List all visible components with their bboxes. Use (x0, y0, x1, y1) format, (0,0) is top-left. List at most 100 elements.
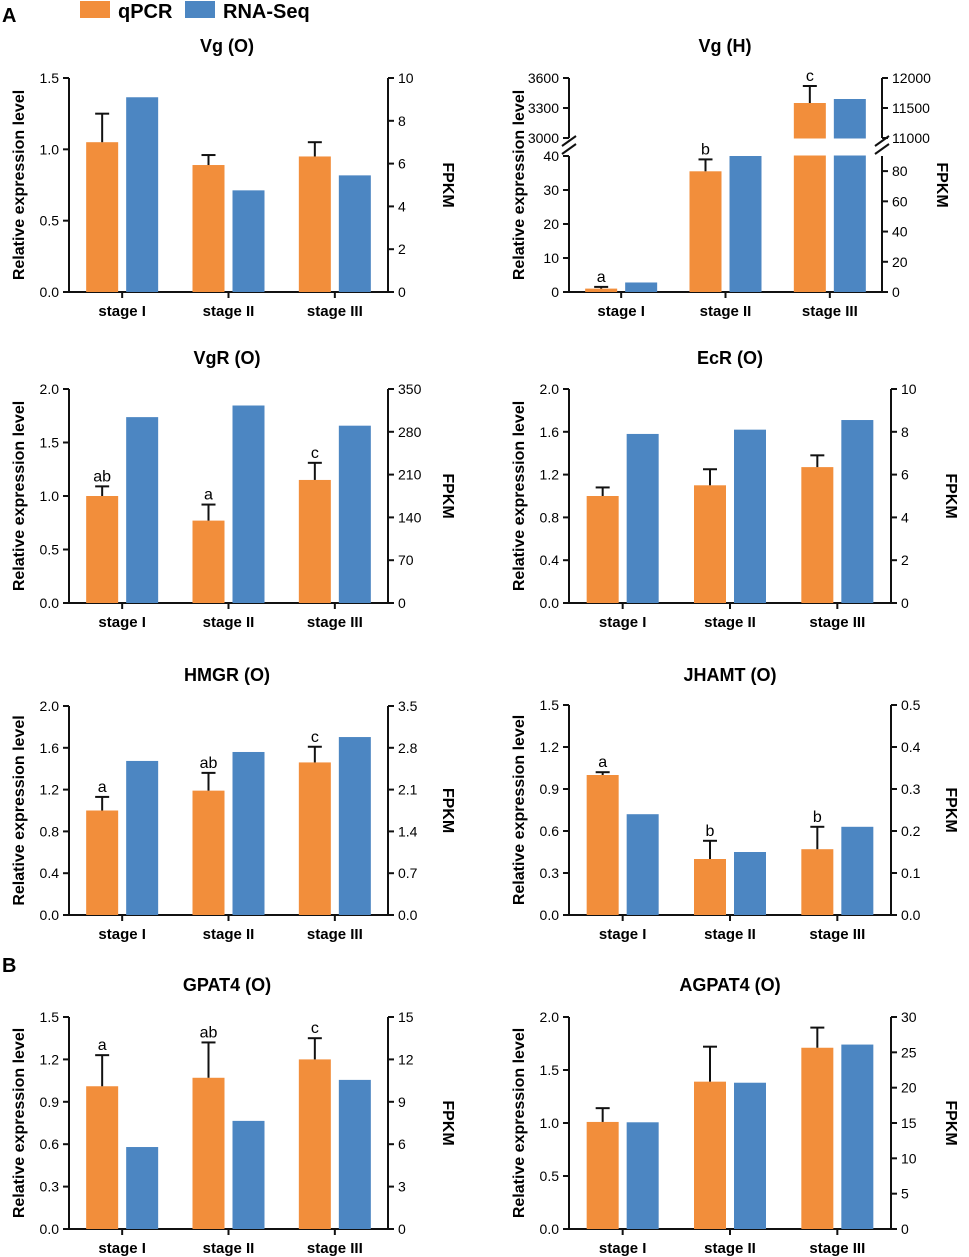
y2-axis-tick-label: 1.4 (398, 823, 418, 839)
y2-axis-tick-label: 6 (398, 156, 406, 172)
y-axis-tick-label: 1.6 (540, 424, 560, 440)
qpcr-bar (192, 520, 225, 603)
significance-label: b (701, 141, 710, 158)
qpcr-bar (585, 288, 618, 292)
significance-label: c (311, 445, 319, 462)
y-axis-tick-label: 0.0 (40, 284, 60, 300)
y-axis-tick-label: 0.5 (40, 213, 60, 229)
rnaseq-bar (232, 751, 265, 915)
chart-title: Vg (H) (699, 36, 752, 56)
y2-axis-tick-label: 210 (398, 467, 422, 483)
x-tick-label: stage I (599, 614, 647, 631)
qpcr-bar (586, 775, 619, 915)
x-tick-label: stage II (203, 303, 255, 320)
y2-axis-tick-label: 3.5 (398, 698, 418, 714)
significance-label: b (706, 823, 715, 840)
y-axis-tick-label: 1.2 (540, 467, 560, 483)
y-axis-tick-label: 0.0 (40, 907, 60, 923)
y-axis-tick-label: 1.5 (40, 70, 60, 86)
y-axis-label: Relative expression level (511, 715, 528, 905)
x-tick-label: stage III (802, 303, 858, 320)
y-axis-upper-tick-label: 3300 (528, 100, 559, 116)
rnaseq-bar (338, 425, 371, 603)
y2-axis-label: FPKM (439, 1100, 456, 1145)
y2-axis-tick-label: 25 (901, 1044, 917, 1060)
chart-title: HMGR (O) (184, 665, 270, 685)
y-axis-tick-label: 0.0 (40, 1221, 60, 1237)
y-axis-tick-label: 1.5 (40, 435, 60, 451)
y2-axis-tick-label: 0.1 (901, 865, 921, 881)
rnaseq-bar (126, 760, 159, 915)
x-tick-label: stage I (98, 303, 146, 320)
y2-axis-tick-label: 0.0 (901, 907, 921, 923)
y-axis-tick-label: 2.0 (540, 1009, 560, 1025)
rnaseq-bar (734, 1082, 766, 1229)
y-axis-tick-label: 0.0 (540, 907, 560, 923)
significance-label: ab (93, 468, 111, 485)
y2-axis-label: FPKM (439, 162, 456, 207)
y-axis-tick-label: 0.0 (540, 1221, 560, 1237)
significance-label: a (98, 1037, 107, 1054)
qpcr-bar (586, 1121, 619, 1229)
qpcr-bar (298, 1059, 331, 1229)
y-axis-tick-label: 0.0 (40, 595, 60, 611)
y-axis-tick-label: 0.6 (540, 823, 560, 839)
y2-axis-tick-label: 15 (398, 1009, 414, 1025)
y2-axis-tick-label: 15 (901, 1115, 917, 1131)
significance-label: a (597, 269, 606, 286)
rnaseq-bar (734, 429, 766, 603)
x-tick-label: stage II (700, 303, 752, 320)
rnaseq-bar (338, 175, 371, 292)
rnaseq-bar (626, 1122, 659, 1229)
significance-label: a (204, 487, 213, 504)
y2-axis-tick-label: 280 (398, 424, 422, 440)
qpcr-bar (586, 496, 619, 603)
x-tick-label: stage I (599, 926, 647, 943)
rnaseq-bar (338, 737, 371, 915)
rnaseq-bar (626, 433, 659, 603)
x-tick-label: stage I (98, 614, 146, 631)
rnaseq-bar (734, 852, 766, 915)
y2-axis-tick-label: 70 (398, 552, 414, 568)
y-axis-tick-label: 1.2 (540, 739, 560, 755)
x-tick-label: stage III (307, 303, 363, 320)
y-axis-tick-label: 20 (543, 216, 559, 232)
axis-break-gap (792, 138, 827, 156)
y-axis-label: Relative expression level (11, 401, 28, 591)
qpcr-bar (192, 1077, 225, 1229)
qpcr-bar (689, 171, 722, 292)
y-axis-tick-label: 0.5 (40, 542, 60, 558)
y2-axis-tick-label: 0 (398, 1221, 406, 1237)
rnaseq-bar (232, 1120, 265, 1229)
x-tick-label: stage III (307, 614, 363, 631)
y-axis-tick-label: 30 (543, 182, 559, 198)
qpcr-bar (801, 849, 834, 915)
y2-axis-label: FPKM (942, 473, 959, 518)
y2-axis-tick-label: 0.3 (901, 781, 921, 797)
y-axis-tick-label: 0.5 (540, 1168, 560, 1184)
y-axis-tick-label: 0.3 (540, 865, 560, 881)
x-tick-label: stage III (307, 1240, 363, 1257)
x-tick-label: stage II (203, 614, 255, 631)
y2-axis-tick-label: 4 (398, 198, 406, 214)
y2-axis-tick-label: 2.8 (398, 740, 418, 756)
y-axis-tick-label: 10 (543, 250, 559, 266)
y-axis-tick-label: 1.0 (40, 141, 60, 157)
y2-axis-upper-tick-label: 11500 (892, 100, 930, 116)
y-axis-tick-label: 1.5 (540, 697, 560, 713)
y-axis-tick-label: 2.0 (540, 381, 560, 397)
y-axis-tick-label: 0.3 (40, 1179, 60, 1195)
y-axis-label: Relative expression level (511, 401, 528, 591)
chart-jhamt-o: JHAMT (O) Relative expression level FPKM 0.… (511, 665, 959, 943)
y2-axis-tick-label: 20 (901, 1080, 917, 1096)
qpcr-bar (86, 1086, 119, 1229)
x-tick-label: stage II (203, 1240, 255, 1257)
y-axis-tick-label: 0.9 (540, 781, 560, 797)
x-tick-label: stage II (704, 1240, 756, 1257)
chart-title: JHAMT (O) (684, 665, 777, 685)
y-axis-tick-label: 0.4 (540, 552, 560, 568)
y2-axis-tick-label: 0 (398, 595, 406, 611)
chart-title: AGPAT4 (O) (679, 975, 780, 995)
y-axis-upper-tick-label: 3600 (528, 70, 559, 86)
y2-axis-tick-label: 0 (901, 595, 909, 611)
